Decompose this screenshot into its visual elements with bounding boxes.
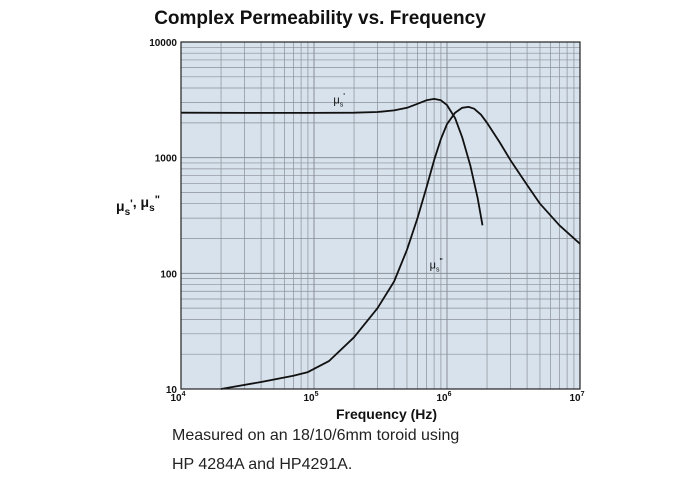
plot-frame <box>180 41 581 390</box>
x-tick-labels: 104 105 106 107 <box>170 391 584 404</box>
x-tick-label: 106 <box>436 391 451 404</box>
curve-label-2: μs" <box>430 257 443 274</box>
y-tick-labels: 10 100 1000 10000 <box>149 38 177 396</box>
caption-line-1: Measured on an 18/10/6mm toroid using <box>172 427 460 444</box>
series-line-1 <box>180 98 484 226</box>
chart-title: Complex Permeability vs. Frequency <box>154 8 486 29</box>
x-tick-label: 107 <box>569 391 584 404</box>
y-tick-label: 10000 <box>149 38 177 49</box>
x-tick-label: 104 <box>170 391 185 404</box>
y-tick-label: 100 <box>160 269 177 280</box>
x-axis-label: Frequency (Hz) <box>336 406 437 422</box>
chart-svg: 10 100 1000 10000 104 105 106 107 μs' μs" Frequ… <box>116 38 585 422</box>
y-tick-label: 1000 <box>155 154 178 165</box>
curve-labels: μs' μs" <box>333 91 442 273</box>
x-tick-label: 105 <box>303 391 318 404</box>
y-axis-label: μs', μs" <box>116 194 160 218</box>
y-tick-label: 10 <box>166 385 178 396</box>
caption-line-2: HP 4284A and HP4291A. <box>172 456 353 473</box>
plot-area <box>181 42 580 389</box>
curve-label-1: μs' <box>333 91 345 108</box>
series-line-2 <box>220 106 581 390</box>
y-axis-label-text: μs', μs" <box>116 194 160 218</box>
data-curves <box>180 98 581 390</box>
